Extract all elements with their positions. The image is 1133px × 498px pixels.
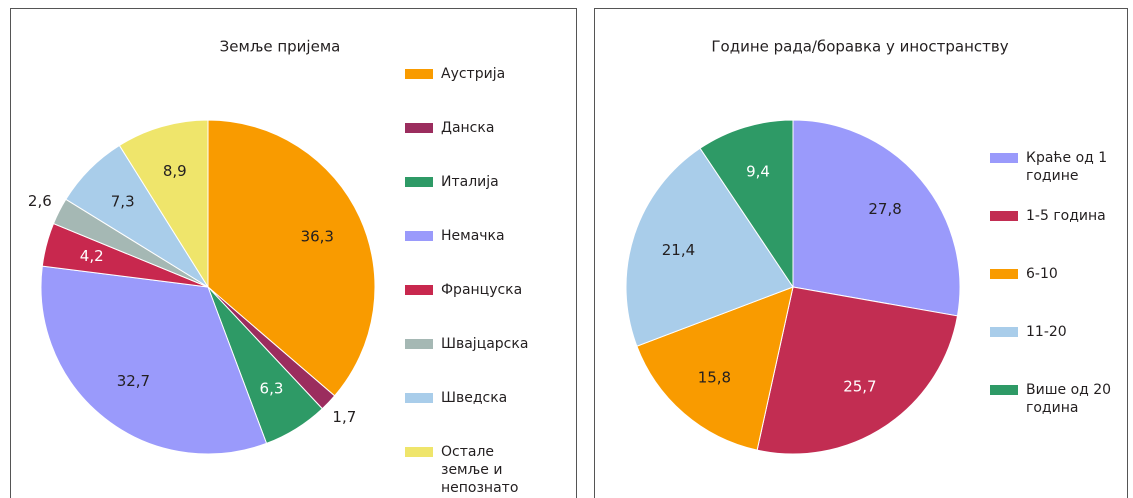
- legend-label: Шведска: [441, 390, 508, 406]
- legend-item: Швајцарска: [405, 335, 545, 353]
- legend-swatch: [990, 153, 1018, 163]
- legend-label: 1-5 година: [1026, 208, 1106, 224]
- legend-swatch: [405, 285, 433, 295]
- data-label: 25,7: [843, 377, 876, 395]
- legend-swatch: [990, 327, 1018, 337]
- data-label: 36,3: [301, 227, 334, 245]
- data-label: 32,7: [117, 372, 150, 390]
- legend-label: 11-20: [1026, 324, 1067, 340]
- panel: [10, 8, 577, 498]
- legend-label: Швајцарска: [441, 336, 529, 352]
- data-label: 6,3: [260, 380, 284, 398]
- pie-slice: [40, 265, 268, 455]
- legend-label: Француска: [441, 282, 523, 298]
- legend-item: 11-20: [990, 323, 1115, 341]
- data-label: 9,4: [746, 162, 770, 180]
- legend-item: 1-5 година: [990, 207, 1115, 225]
- legend-item: Краће од 1 године: [990, 149, 1115, 185]
- legend-item: 6-10: [990, 265, 1115, 283]
- legend-swatch: [405, 231, 433, 241]
- pie-slice: [792, 119, 961, 317]
- legend-item: Италија: [405, 173, 545, 191]
- panel: [594, 8, 1128, 498]
- legend-swatch: [990, 269, 1018, 279]
- pie-slice: [636, 286, 794, 451]
- pie-slice: [699, 119, 794, 289]
- legend-label: Италија: [441, 174, 499, 190]
- data-label: 4,2: [80, 247, 104, 265]
- legend-item: Аустрија: [405, 65, 545, 83]
- pie-slice: [625, 147, 794, 347]
- legend-item: Немачка: [405, 227, 545, 245]
- legend-swatch: [405, 69, 433, 79]
- pie-slice: [207, 119, 376, 397]
- data-label: 8,9: [163, 162, 187, 180]
- data-label: 21,4: [662, 241, 695, 259]
- data-label: 7,3: [111, 193, 135, 211]
- legend-swatch: [405, 393, 433, 403]
- data-label: 2,6: [28, 192, 52, 210]
- chart-title: Године рада/боравка у иностранству: [711, 38, 1008, 56]
- legend-swatch: [405, 123, 433, 133]
- legend-swatch: [405, 339, 433, 349]
- legend-label: Остале земље и непознато: [441, 444, 519, 496]
- data-label: 27,8: [868, 200, 901, 218]
- legend-label: Немачка: [441, 228, 505, 244]
- legend-swatch: [405, 177, 433, 187]
- legend-item: Француска: [405, 281, 545, 299]
- legend-item: Више од 20 година: [990, 381, 1115, 417]
- legend-item: Шведска: [405, 389, 545, 407]
- pie-slice: [756, 286, 959, 455]
- chart-title: Земље пријема: [220, 38, 341, 56]
- legend-swatch: [990, 385, 1018, 395]
- pie-slice: [118, 119, 209, 289]
- legend-label: 6-10: [1026, 266, 1058, 282]
- legend-swatch: [405, 447, 433, 457]
- legend-item: Данска: [405, 119, 545, 137]
- data-label: 1,7: [332, 408, 356, 426]
- data-label: 15,8: [698, 368, 731, 386]
- legend-label: Аустрија: [441, 66, 506, 82]
- legend-swatch: [990, 211, 1018, 221]
- legend-item: Остале земље и непознато: [405, 443, 545, 497]
- legend-label: Краће од 1 године: [1026, 150, 1108, 184]
- legend-label: Данска: [441, 120, 495, 136]
- legend-label: Више од 20 година: [1026, 382, 1112, 416]
